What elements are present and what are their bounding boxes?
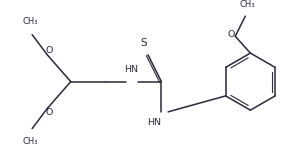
Text: O: O: [46, 108, 53, 117]
Text: HN: HN: [124, 65, 138, 74]
Text: HN: HN: [147, 118, 161, 127]
Text: CH₃: CH₃: [239, 0, 255, 9]
Text: S: S: [141, 38, 147, 48]
Text: O: O: [46, 46, 53, 55]
Text: O: O: [227, 30, 235, 39]
Text: CH₃: CH₃: [23, 17, 38, 26]
Text: CH₃: CH₃: [23, 137, 38, 146]
